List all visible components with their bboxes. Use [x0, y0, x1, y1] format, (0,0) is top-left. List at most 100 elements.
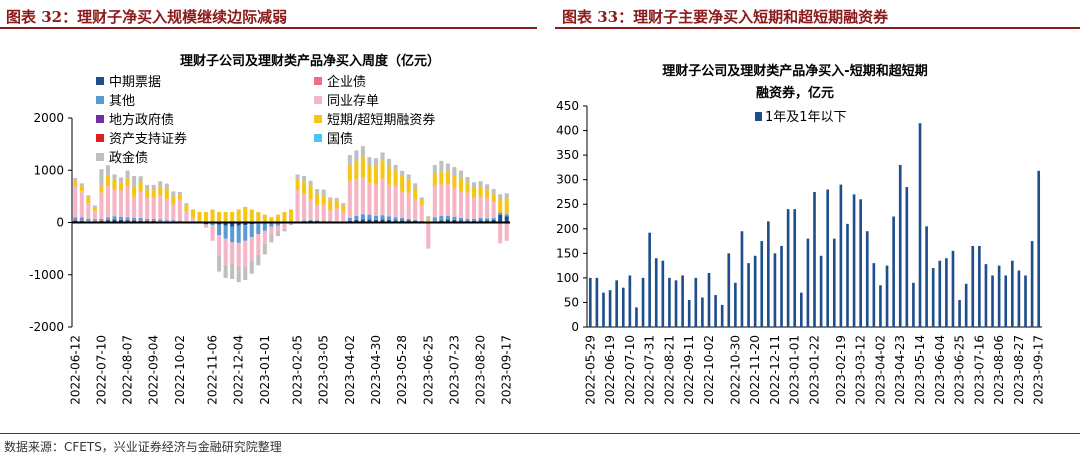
chart1-bar-scp: [302, 181, 307, 195]
chart1-bar-other: [236, 225, 241, 243]
chart2-bar: [720, 304, 724, 327]
chart1-bar-mtn: [439, 220, 444, 223]
chart1-bar-policy: [269, 234, 274, 243]
chart1-bar-ncd: [151, 197, 156, 219]
chart1-bar-ncd: [119, 190, 124, 217]
chart1-bar-policy: [432, 165, 437, 173]
chart1-bar-policy: [184, 203, 189, 206]
chart1-bar-ncd: [445, 184, 450, 216]
chart2-bar: [839, 184, 843, 327]
chart1-bar-other: [445, 215, 450, 220]
chart2-bar: [793, 209, 797, 327]
chart1-bar-other: [79, 217, 84, 221]
chart2-bar: [1011, 260, 1014, 327]
chart1-x-tick-label: 2022-12-04: [232, 335, 246, 405]
chart2-x-tick-label: 2023-06-04: [933, 335, 947, 405]
chart2-bar: [701, 297, 704, 327]
source-note: 数据来源：CFETS，兴业证券经济与金融研究院整理: [4, 440, 282, 454]
chart1-bar-policy: [406, 174, 411, 180]
chart1-bar-scp: [354, 160, 359, 180]
chart2-bar: [641, 277, 645, 327]
chart2-bar: [1017, 270, 1021, 327]
chart2-y-tick-label: 300: [556, 173, 579, 187]
chart1-bar-other: [132, 217, 137, 220]
chart2-bar: [687, 299, 691, 327]
chart1-bar-other: [419, 220, 424, 222]
chart1-bar-other: [439, 215, 444, 221]
chart1-x-tick-label: 2022-06-12: [68, 335, 82, 405]
chart1-bar-other: [125, 217, 130, 220]
chart1-bar-ncd: [367, 183, 372, 215]
chart1-bar-policy: [478, 181, 483, 187]
chart1-legend-label: 政金债: [109, 150, 148, 166]
chart2-x-tick-label: 2023-05-14: [913, 335, 927, 405]
chart2-x-tick-label: 2022-11-20: [748, 335, 762, 405]
chart2-bar: [1004, 275, 1008, 327]
chart1-bar-policy: [151, 184, 156, 191]
chart1-bar-policy: [249, 260, 254, 274]
chart1-bar-corp: [119, 219, 124, 220]
chart1-bar-scp: [315, 194, 320, 205]
chart1-bar-policy: [125, 170, 130, 179]
chart2-bar: [753, 255, 757, 327]
chart1-bar-ncd: [92, 211, 97, 220]
chart1-bar-other: [315, 220, 320, 221]
chart1-bar-ncd: [125, 186, 130, 218]
chart2-y-tick-label: 50: [564, 295, 579, 309]
chart1-bar-policy: [132, 175, 137, 187]
chart1-bar-ncd: [413, 198, 418, 220]
chart1-bar-scp: [282, 212, 287, 223]
chart1-x-tick-label: 2022-07-10: [94, 335, 108, 405]
chart1-bar-other: [498, 212, 503, 215]
chart1-x-tick-label: 2022-11-06: [206, 335, 220, 405]
chart2-bar: [786, 209, 790, 327]
chart1-bar-mtn: [485, 220, 490, 223]
chart1-bar-corp: [92, 220, 97, 222]
chart1-bar-policy: [177, 191, 182, 195]
chart1-bar-scp: [321, 194, 326, 206]
chart2-bar: [740, 231, 744, 327]
chart1-bar-scp: [217, 212, 222, 223]
chart1-bar-policy: [164, 183, 169, 189]
chart1-bar-policy: [282, 228, 287, 232]
chart1-bar-scp: [334, 200, 339, 209]
chart1-bar-mtn: [387, 219, 392, 223]
chart2-x-tick-label: 2022-10-02: [702, 335, 716, 405]
chart2-bar: [714, 295, 717, 327]
chart1-bar-other: [491, 217, 496, 220]
chart1-bar-mtn: [125, 220, 130, 223]
chart2-bar: [984, 264, 988, 327]
chart1-bar-policy: [105, 165, 110, 176]
chart1-x-tick-label: 2023-09-17: [500, 335, 514, 405]
chart1-bar-scp: [184, 205, 189, 212]
chart1-bar-ncd: [190, 217, 195, 223]
chart1-bar-scp: [197, 212, 202, 223]
chart2-bar: [588, 277, 592, 327]
chart1-bar-ncd: [86, 203, 91, 219]
chart2-bar: [938, 260, 942, 327]
chart1-bar-scp: [373, 166, 379, 185]
chart2-bar: [760, 241, 764, 327]
chart1-bar-scp: [243, 206, 248, 223]
chart1-bar-other: [504, 214, 509, 217]
chart2-bar: [734, 282, 737, 327]
chart1-bar-ncd: [458, 191, 463, 218]
scp-bar-chart-panel: 理财子公司及理财类产品净买入-短期和超短期 融资券，亿元 450 400 350 300 2…: [545, 30, 1080, 430]
chart1-legend-swatch-local: [96, 115, 104, 123]
chart1-bar-other: [158, 219, 163, 221]
chart1-bar-other: [328, 220, 333, 222]
chart1-bar-scp: [328, 200, 333, 211]
chart1-bar-scp: [426, 218, 431, 222]
chart2-bar: [832, 238, 836, 327]
chart1-bar-mtn: [491, 219, 496, 223]
chart1-bar-ncd: [256, 233, 261, 255]
chart1-bar-other: [73, 217, 78, 220]
stacked-bar-chart: 理财子公司及理财类产品净买入周度（亿元） 2000 1000 0 -1000 -2000 2…: [29, 53, 514, 405]
chart1-bar-ncd: [210, 225, 215, 241]
chart1-bar-ncd: [465, 192, 470, 219]
chart1-bar-policy: [288, 222, 294, 226]
chart1-bar-policy: [230, 263, 235, 279]
header-rule-right: [555, 27, 1080, 29]
chart2-bar: [635, 307, 638, 327]
chart1-bar-policy: [302, 175, 307, 182]
